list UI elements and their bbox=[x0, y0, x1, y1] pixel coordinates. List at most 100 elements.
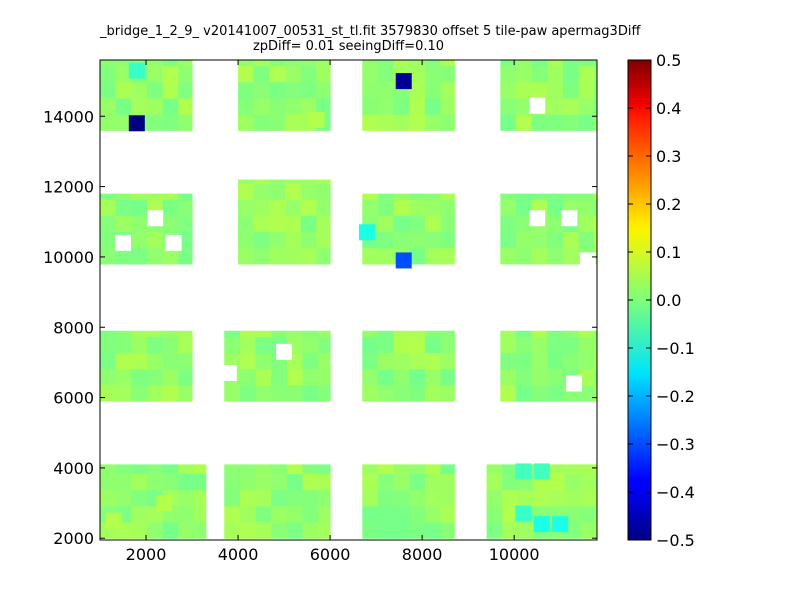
heatmap-cell bbox=[115, 114, 132, 131]
heatmap-cell bbox=[440, 505, 455, 523]
colorbar-tick-label: −0.4 bbox=[656, 483, 695, 502]
heatmap-cell bbox=[440, 522, 455, 539]
heatmap-cell bbox=[594, 330, 597, 337]
heatmap-cell bbox=[362, 522, 379, 539]
heatmap-cell bbox=[302, 473, 319, 491]
y-tick-label: 8000 bbox=[53, 318, 94, 337]
heatmap-cell bbox=[115, 65, 132, 83]
heatmap-cell bbox=[486, 522, 503, 539]
heatmap-cell bbox=[377, 60, 395, 67]
heatmap-cell bbox=[578, 97, 595, 115]
heatmap-cell bbox=[146, 352, 164, 370]
heatmap-cell bbox=[486, 473, 503, 491]
heatmap-cell bbox=[178, 231, 193, 249]
heatmap-cell bbox=[440, 114, 455, 131]
heatmap-cell bbox=[269, 97, 286, 115]
heatmap-cell bbox=[100, 473, 117, 491]
heatmap-cell bbox=[424, 114, 442, 131]
heatmap-cell bbox=[162, 336, 179, 354]
heatmap-cell bbox=[178, 247, 193, 265]
heatmap-cell bbox=[516, 231, 533, 249]
heatmap-cell bbox=[578, 368, 595, 386]
heatmap-cell bbox=[146, 114, 164, 131]
heatmap-cell bbox=[131, 231, 148, 249]
highlighted-cell bbox=[308, 111, 325, 128]
heatmap-cell bbox=[564, 489, 581, 507]
heatmap-cell bbox=[424, 199, 442, 216]
heatmap-cell bbox=[409, 60, 426, 67]
heatmap-cell bbox=[162, 464, 179, 475]
heatmap-cell bbox=[516, 215, 533, 233]
heatmap-cell bbox=[178, 114, 193, 131]
heatmap-cell bbox=[269, 231, 286, 249]
heatmap-cell bbox=[178, 352, 193, 370]
heatmap-cell bbox=[516, 368, 533, 386]
highlighted-cell bbox=[128, 115, 145, 132]
x-tick-label: 10000 bbox=[489, 545, 540, 564]
heatmap-cell bbox=[316, 65, 331, 83]
heatmap-cell bbox=[486, 464, 503, 475]
heatmap-cell bbox=[362, 505, 379, 523]
heatmap-cell bbox=[316, 231, 331, 249]
heatmap-cell bbox=[531, 330, 548, 337]
heatmap-cell bbox=[146, 384, 164, 402]
heatmap-cell bbox=[178, 384, 193, 402]
x-tick-label: 6000 bbox=[310, 545, 351, 564]
heatmap-cell bbox=[362, 330, 379, 337]
y-tick-label: 4000 bbox=[53, 459, 94, 478]
heatmap-cell bbox=[578, 199, 595, 216]
heatmap-cell bbox=[162, 522, 179, 539]
heatmap-cell bbox=[594, 193, 597, 200]
heatmap-cell bbox=[115, 336, 132, 354]
heatmap-cell bbox=[362, 247, 379, 265]
heatmap-cell bbox=[377, 231, 395, 249]
heatmap-cell bbox=[224, 505, 241, 523]
heatmap-cell bbox=[239, 522, 257, 539]
heatmap-cell bbox=[238, 81, 255, 99]
heatmap-cell bbox=[300, 81, 317, 99]
heatmap-cell bbox=[115, 60, 132, 67]
heatmap-cell bbox=[549, 473, 566, 491]
heatmap-cell bbox=[162, 384, 179, 402]
heatmap-cell bbox=[531, 247, 548, 265]
colorbar-tick-label: −0.3 bbox=[656, 435, 695, 454]
heatmap-cell bbox=[146, 193, 164, 200]
heatmap-cell bbox=[193, 522, 207, 539]
heatmap-cell bbox=[162, 352, 179, 370]
heatmap-cell bbox=[502, 505, 519, 523]
colorbar-tick-label: 0.1 bbox=[656, 243, 681, 262]
heatmap-cell bbox=[162, 199, 179, 216]
heatmap-cell bbox=[255, 336, 272, 354]
heatmap-cell bbox=[178, 199, 193, 216]
heatmap-cell bbox=[424, 336, 442, 354]
heatmap-cell bbox=[393, 368, 410, 386]
heatmap-cell bbox=[377, 336, 395, 354]
heatmap-cell bbox=[302, 384, 319, 402]
heatmap-cell bbox=[500, 330, 517, 337]
heatmap-cell bbox=[547, 330, 564, 337]
heatmap-cell bbox=[131, 368, 148, 386]
heatmap-cell bbox=[178, 97, 193, 115]
heatmap-cell bbox=[440, 464, 455, 475]
heatmap-cell bbox=[564, 464, 581, 475]
empty-cell bbox=[529, 210, 546, 227]
heatmap-cell bbox=[100, 489, 117, 507]
heatmap-cell bbox=[224, 522, 241, 539]
x-tick-label: 2000 bbox=[126, 545, 167, 564]
heatmap-cell bbox=[377, 368, 395, 386]
empty-cell bbox=[220, 364, 237, 381]
heatmap-cell bbox=[131, 199, 148, 216]
heatmap-cell bbox=[255, 505, 272, 523]
heatmap-cell bbox=[531, 231, 548, 249]
heatmap-cell bbox=[500, 193, 517, 200]
heatmap-cell bbox=[284, 65, 302, 83]
heatmap-cell bbox=[424, 505, 442, 523]
heatmap-cell bbox=[486, 505, 503, 523]
heatmap-cell bbox=[531, 81, 548, 99]
heatmap-cell bbox=[302, 336, 319, 354]
empty-cell bbox=[115, 234, 132, 251]
heatmap-cell bbox=[424, 330, 442, 337]
heatmap-cell bbox=[178, 193, 193, 200]
heatmap-cell bbox=[547, 368, 564, 386]
heatmap-cell bbox=[146, 231, 164, 249]
